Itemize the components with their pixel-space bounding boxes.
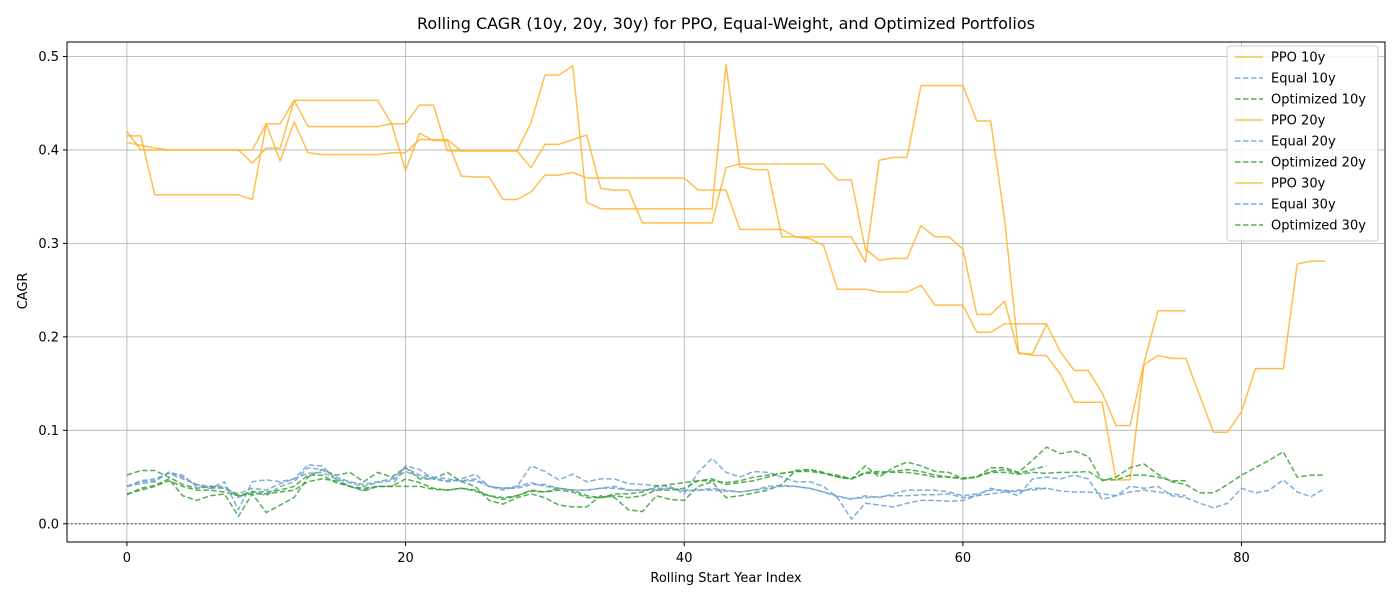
- axes: 0 20 40 60 80 0.0 0.1 0.2 0.3 0.4 0.5: [38, 41, 1386, 566]
- series-line-equal-30y: [126, 470, 1047, 501]
- series-layer: [67, 64, 1385, 525]
- x-tick-label: 60: [955, 551, 972, 566]
- series-line-ppo-20y: [126, 64, 1186, 427]
- y-tick-label: 0.5: [38, 50, 59, 65]
- legend-entry: Equal 20y: [1271, 135, 1336, 150]
- y-tick-label: 0.1: [38, 424, 59, 439]
- legend-entry: PPO 20y: [1271, 114, 1326, 129]
- legend-entry: PPO 10y: [1271, 51, 1326, 66]
- legend: PPO 10y Equal 10y Optimized 10y PPO 20y Equa…: [1226, 45, 1379, 242]
- series-line-equal-10y: [126, 457, 1326, 520]
- legend-entry: PPO 30y: [1271, 177, 1326, 192]
- legend-entry: Optimized 20y: [1271, 156, 1366, 171]
- series-line-optimized-20y: [126, 469, 1186, 499]
- y-tick-label: 0.3: [38, 237, 59, 252]
- y-tick-label: 0.4: [38, 143, 59, 158]
- x-tick-label: 0: [123, 551, 131, 566]
- legend-entry: Equal 30y: [1271, 198, 1336, 213]
- grid: [67, 42, 1385, 542]
- x-axis-label: Rolling Start Year Index: [650, 571, 802, 586]
- legend-box: [1226, 45, 1379, 242]
- series-line-optimized-30y: [126, 465, 1047, 501]
- y-tick-label: 0.0: [38, 517, 59, 532]
- y-tick-label: 0.2: [38, 330, 59, 345]
- legend-entry: Equal 10y: [1271, 72, 1336, 87]
- series-line-optimized-10y: [126, 446, 1326, 518]
- legend-entry: Optimized 10y: [1271, 93, 1366, 108]
- plot-frame: [66, 41, 1386, 543]
- x-tick-label: 80: [1233, 551, 1250, 566]
- chart-title: Rolling CAGR (10y, 20y, 30y) for PPO, Eq…: [417, 14, 1035, 33]
- x-tick-label: 40: [676, 551, 693, 566]
- y-axis-label: CAGR: [16, 273, 31, 310]
- legend-entry: Optimized 30y: [1271, 219, 1366, 234]
- series-line-ppo-30y: [126, 121, 1048, 355]
- x-tick-label: 20: [397, 551, 414, 566]
- series-line-ppo-10y: [126, 84, 1326, 481]
